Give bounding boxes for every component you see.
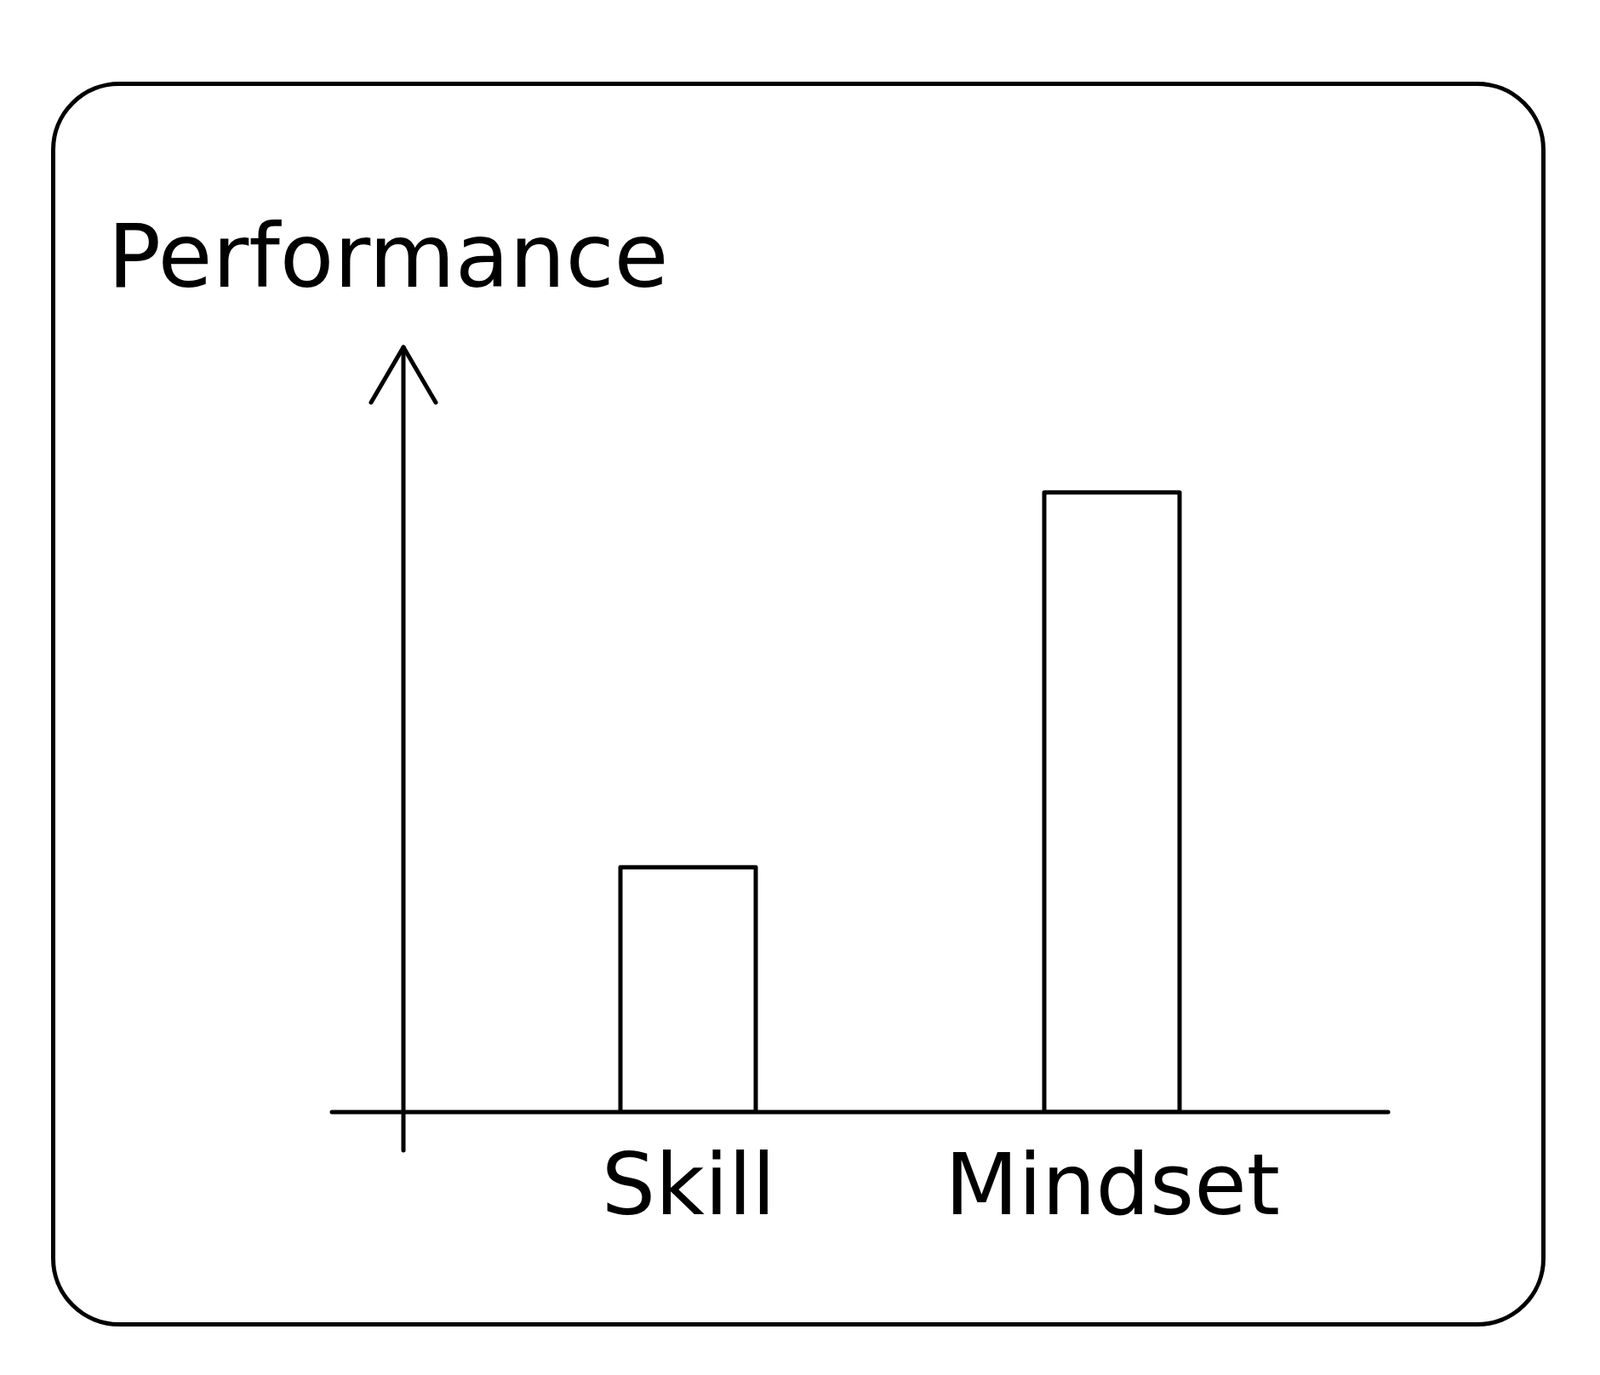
- svg-text:Skill: Skill: [601, 1135, 777, 1235]
- svg-text:Performance: Performance: [108, 204, 669, 309]
- svg-text:Mindset: Mindset: [944, 1135, 1280, 1235]
